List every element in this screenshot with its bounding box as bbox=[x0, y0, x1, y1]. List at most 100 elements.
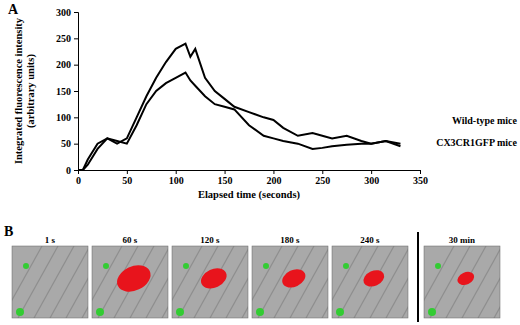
y-tick-mark bbox=[74, 38, 78, 39]
image-texture bbox=[242, 246, 248, 318]
y-tick-mark bbox=[74, 12, 78, 13]
x-tick-label: 50 bbox=[122, 175, 132, 186]
y-tick: 100 bbox=[56, 112, 78, 123]
separator bbox=[417, 232, 419, 322]
image-background bbox=[92, 246, 168, 318]
image-texture bbox=[162, 246, 168, 318]
x-tick-mark bbox=[176, 170, 177, 174]
x-axis-title: Elapsed time (seconds) bbox=[198, 189, 301, 201]
image-border bbox=[92, 246, 168, 318]
frame-label: 120 s bbox=[200, 235, 220, 245]
x-tick-label: 350 bbox=[413, 175, 428, 186]
y-tick: 50 bbox=[61, 138, 78, 149]
figure: A 0 50 100 150 200 250 300 350 0 50 100 150 200 250 300… bbox=[0, 0, 520, 325]
image-texture bbox=[354, 246, 394, 318]
series-line bbox=[78, 44, 400, 170]
y-axis: 0 50 100 150 200 250 300 bbox=[56, 7, 79, 176]
x-tick: 50 bbox=[122, 170, 132, 186]
red-signal bbox=[279, 266, 308, 291]
green-cell bbox=[96, 308, 104, 316]
image-border bbox=[252, 246, 328, 318]
y-tick: 150 bbox=[56, 86, 78, 97]
x-axis-line bbox=[79, 171, 421, 175]
green-cell bbox=[256, 308, 264, 316]
image-texture bbox=[82, 246, 88, 318]
x-tick-label: 200 bbox=[266, 175, 281, 186]
x-tick-mark bbox=[127, 170, 128, 174]
green-cell bbox=[16, 308, 24, 316]
plot-area bbox=[78, 44, 400, 170]
y-tick: 250 bbox=[56, 33, 78, 44]
image-texture bbox=[494, 246, 500, 318]
green-cell bbox=[343, 263, 349, 269]
image-texture bbox=[34, 246, 74, 318]
image-texture bbox=[194, 246, 234, 318]
image-texture bbox=[322, 246, 328, 318]
image-border bbox=[424, 246, 500, 318]
red-signal bbox=[455, 269, 476, 287]
x-tick-label: 0 bbox=[76, 175, 81, 186]
image-texture bbox=[446, 246, 486, 318]
y-tick: 0 bbox=[66, 165, 78, 176]
red-signal bbox=[198, 264, 230, 292]
x-tick: 100 bbox=[169, 170, 184, 186]
image-background bbox=[332, 246, 408, 318]
y-tick-label: 100 bbox=[56, 112, 71, 123]
red-signal bbox=[113, 260, 155, 297]
panel-label: B bbox=[4, 224, 13, 239]
image-background bbox=[12, 246, 88, 318]
image-texture bbox=[386, 246, 408, 318]
x-tick: 350 bbox=[413, 170, 428, 186]
y-tick: 200 bbox=[56, 59, 78, 70]
image-border bbox=[172, 246, 248, 318]
x-tick-label: 150 bbox=[218, 175, 233, 186]
y-tick-label: 150 bbox=[56, 86, 71, 97]
image-border bbox=[332, 246, 408, 318]
x-tick-mark bbox=[225, 170, 226, 174]
x-tick-label: 300 bbox=[364, 175, 379, 186]
y-tick-mark bbox=[74, 117, 78, 118]
image-texture bbox=[18, 246, 58, 318]
image-background bbox=[172, 246, 248, 318]
image-texture bbox=[478, 246, 500, 318]
green-cell bbox=[176, 308, 184, 316]
image-frame: 30 min bbox=[414, 235, 520, 318]
green-cell bbox=[428, 308, 436, 316]
image-texture bbox=[66, 246, 88, 318]
y-tick-label: 0 bbox=[66, 165, 71, 176]
x-tick: 300 bbox=[364, 170, 379, 186]
series-label: CX3CR1GFP mice bbox=[436, 137, 517, 148]
x-tick-mark bbox=[322, 170, 323, 174]
image-background bbox=[252, 246, 328, 318]
image-texture bbox=[50, 246, 88, 318]
frame-label: 1 s bbox=[45, 235, 56, 245]
green-cell bbox=[336, 308, 344, 316]
y-tick-mark bbox=[74, 144, 78, 145]
y-axis-line bbox=[74, 13, 79, 171]
x-tick: 150 bbox=[218, 170, 233, 186]
y-tick-mark bbox=[74, 65, 78, 66]
frame-label: 180 s bbox=[280, 235, 300, 245]
x-tick: 250 bbox=[315, 170, 330, 186]
frame-label: 240 s bbox=[360, 235, 380, 245]
image-texture bbox=[226, 246, 248, 318]
image-texture bbox=[274, 246, 314, 318]
series-line bbox=[78, 73, 400, 170]
frame-label: 60 s bbox=[123, 235, 138, 245]
y-tick-label: 200 bbox=[56, 59, 71, 70]
frame-label: 30 min bbox=[449, 235, 475, 245]
x-tick: 0 bbox=[76, 170, 81, 186]
panel-label: A bbox=[8, 2, 19, 17]
x-axis: 0 50 100 150 200 250 300 350 bbox=[76, 170, 428, 186]
y-tick-label: 300 bbox=[56, 7, 71, 18]
x-tick: 200 bbox=[266, 170, 281, 186]
x-tick-label: 100 bbox=[169, 175, 184, 186]
green-cell bbox=[263, 263, 269, 269]
green-cell bbox=[183, 263, 189, 269]
x-tick-mark bbox=[371, 170, 372, 174]
x-tick-mark bbox=[420, 170, 421, 174]
x-tick-label: 250 bbox=[315, 175, 330, 186]
image-background bbox=[424, 246, 500, 318]
x-tick-mark bbox=[273, 170, 274, 174]
image-texture bbox=[402, 246, 408, 318]
